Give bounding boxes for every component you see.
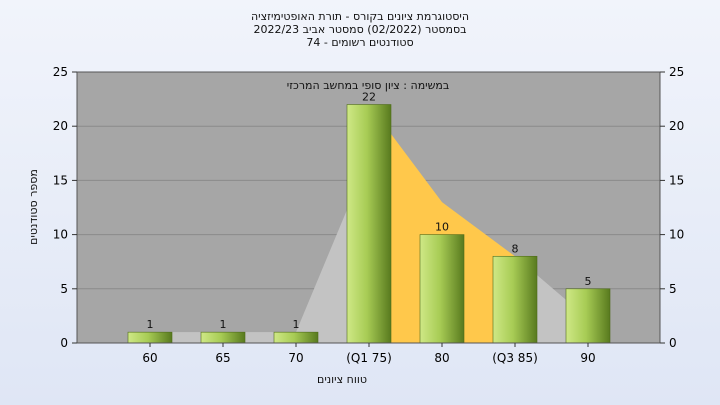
data-labels: 1 1 1 22 10 8 5 xyxy=(147,91,592,332)
data-label: 1 xyxy=(293,318,300,331)
data-label: 5 xyxy=(585,275,592,288)
data-label: 8 xyxy=(512,242,519,255)
y-tick-label-right: 15 xyxy=(669,173,684,187)
bar xyxy=(200,331,246,344)
x-tick-label: 70 xyxy=(288,351,303,365)
chart-title-line-1: היסטוגרמת ציונים בקורס - תורת האופטימיזצ… xyxy=(251,10,469,23)
chart-title: היסטוגרמת ציונים בקורס - תורת האופטימיזצ… xyxy=(251,10,469,49)
x-tick-label: 80 xyxy=(434,351,449,365)
x-tick-label: 90 xyxy=(580,351,595,365)
bar xyxy=(419,234,465,344)
y-tick-label-right: 0 xyxy=(669,336,677,350)
bar xyxy=(565,288,611,344)
chart-annotation: במשימה : ציון סופי במחשב המרכזי xyxy=(287,79,450,92)
data-label: 10 xyxy=(435,221,449,234)
y-tick-label-left: 20 xyxy=(53,119,68,133)
y-tick-label-left: 10 xyxy=(53,228,68,242)
chart-title-line-3: סטודנטים רשומים - 74 xyxy=(306,36,413,49)
bar xyxy=(273,331,319,344)
chart-title-line-2: בסמסטר (02/2022) סמסטר אביב 2022/23 xyxy=(253,23,466,36)
x-tick-label: 65 xyxy=(215,351,230,365)
bar xyxy=(346,104,392,344)
x-tick-label: (Q1 75) xyxy=(346,351,392,365)
data-label: 1 xyxy=(147,318,154,331)
y-axis-label: מספר סטודנטים xyxy=(27,169,40,245)
y-tick-label-left: 5 xyxy=(60,282,68,296)
y-tick-label-right: 10 xyxy=(669,228,684,242)
x-axis-label: טווח ציונים xyxy=(317,373,367,386)
y-tick-label-right: 25 xyxy=(669,65,684,79)
area-lower-tail xyxy=(134,156,369,343)
y-tick-label-right: 5 xyxy=(669,282,677,296)
x-tick-label: 60 xyxy=(142,351,157,365)
bar xyxy=(492,255,538,344)
y-tick-label-right: 20 xyxy=(669,119,684,133)
bar xyxy=(127,331,173,344)
y-tick-label-left: 25 xyxy=(53,65,68,79)
area-interquartile xyxy=(369,104,515,344)
y-tick-label-left: 0 xyxy=(60,336,68,350)
data-label: 22 xyxy=(362,91,376,104)
y-tick-label-left: 15 xyxy=(53,173,68,187)
x-tick-label: (Q3 85) xyxy=(492,351,538,365)
data-label: 1 xyxy=(220,318,227,331)
bars xyxy=(127,104,611,344)
